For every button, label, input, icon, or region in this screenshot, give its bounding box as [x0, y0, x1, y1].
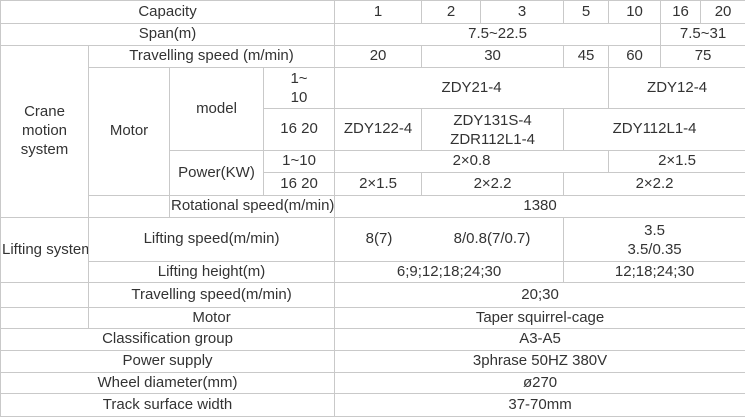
power-value-16-20-col3: 2×2.2: [564, 173, 745, 196]
capacity-value-5: 5: [564, 1, 609, 24]
lifting-speed-value-right-line1: 3.5: [565, 221, 744, 240]
model-range-1-10: 1~ 10: [264, 68, 335, 109]
travelling-speed-bottom-label: Travelling speed(m/min): [89, 283, 335, 308]
wheel-diameter-value: ø270: [335, 373, 745, 394]
table-row: Crane motion system Travelling speed (m/…: [1, 46, 745, 68]
travelling-speed-value-1: 20: [335, 46, 422, 68]
table-row: Classification group A3-A5: [1, 329, 745, 351]
power-range-1-10: 1~10: [264, 151, 335, 173]
model-value-zdy12: ZDY12-4: [609, 68, 745, 109]
motor-label: Motor: [89, 68, 170, 196]
rotational-speed-value: 1380: [335, 196, 745, 218]
travelling-speed-bottom-value: 20;30: [335, 283, 745, 308]
capacity-value-3: 3: [481, 1, 564, 24]
power-supply-label: Power supply: [1, 351, 335, 373]
capacity-value-20: 20: [701, 1, 745, 24]
model-value-zdy122: ZDY122-4: [335, 109, 422, 151]
classification-group-label: Classification group: [1, 329, 335, 351]
track-surface-width-label: Track surface width: [1, 394, 335, 417]
wheel-diameter-label: Wheel diameter(mm): [1, 373, 335, 394]
table-row: Motor model 1~ 10 ZDY21-4 ZDY12-4: [1, 68, 745, 109]
motor-bottom-label: Motor: [89, 308, 335, 329]
model-label: model: [170, 68, 264, 151]
span-value-16-20: 7.5~31: [661, 24, 745, 46]
empty-cell: [89, 196, 170, 218]
lifting-speed-value-b: 8/0.8(7/0.7): [422, 230, 562, 249]
motor-bottom-value: Taper squirrel-cage: [335, 308, 745, 329]
empty-cell: [1, 308, 89, 329]
model-range-1-10-line2: 10: [265, 88, 333, 107]
classification-group-value: A3-A5: [335, 329, 745, 351]
travelling-speed-value-2-3: 30: [422, 46, 564, 68]
lifting-height-label: Lifting height(m): [89, 262, 335, 283]
power-kw-label: Power(KW): [170, 151, 264, 196]
capacity-label: Capacity: [1, 1, 335, 24]
table-row: Lifting height(m) 6;9;12;18;24;30 12;18;…: [1, 262, 745, 283]
table-row: Power supply 3phrase 50HZ 380V: [1, 351, 745, 373]
table-row: Track surface width 37-70mm: [1, 394, 745, 417]
capacity-value-16: 16: [661, 1, 701, 24]
power-value-1-10-small: 2×0.8: [335, 151, 609, 173]
lifting-speed-value-a: 8(7): [336, 230, 422, 249]
rotational-speed-label: Rotational speed(m/min): [170, 196, 335, 218]
power-value-16-20-col2: 2×2.2: [422, 173, 564, 196]
lifting-speed-value-right: 3.5 3.5/0.35: [564, 218, 745, 262]
power-range-16-20: 16 20: [264, 173, 335, 196]
track-surface-width-value: 37-70mm: [335, 394, 745, 417]
power-value-1-10-large: 2×1.5: [609, 151, 745, 173]
travelling-speed-label: Travelling speed (m/min): [89, 46, 335, 68]
model-value-zdy131s: ZDY131S-4 ZDR112L1-4: [422, 109, 564, 151]
power-value-16-20-col1: 2×1.5: [335, 173, 422, 196]
crane-motion-system-label: Crane motion system: [1, 46, 89, 218]
empty-cell: [1, 283, 89, 308]
capacity-value-2: 2: [422, 1, 481, 24]
table-row: Lifting system Lifting speed(m/min) 8(7)…: [1, 218, 745, 262]
table-row: Capacity 1 2 3 5 10 16 20: [1, 1, 745, 24]
table-row: Motor Taper squirrel-cage: [1, 308, 745, 329]
model-value-zdy21: ZDY21-4: [335, 68, 609, 109]
table-row: Rotational speed(m/min) 1380: [1, 196, 745, 218]
span-value-1-10: 7.5~22.5: [335, 24, 661, 46]
table-row: Travelling speed(m/min) 20;30: [1, 283, 745, 308]
travelling-speed-value-5: 45: [564, 46, 609, 68]
model-range-1-10-line1: 1~: [265, 69, 333, 88]
model-value-zdy131s-line2: ZDR112L1-4: [423, 130, 562, 149]
lifting-height-value-right: 12;18;24;30: [564, 262, 745, 283]
travelling-speed-value-16-20: 75: [661, 46, 745, 68]
model-range-16-20: 16 20: [264, 109, 335, 151]
travelling-speed-value-10: 60: [609, 46, 661, 68]
capacity-value-1: 1: [335, 1, 422, 24]
table-row: Span(m) 7.5~22.5 7.5~31: [1, 24, 745, 46]
lifting-speed-value-right-line2: 3.5/0.35: [565, 240, 744, 259]
lifting-system-label: Lifting system: [1, 218, 89, 283]
capacity-value-10: 10: [609, 1, 661, 24]
table-row: Wheel diameter(mm) ø270: [1, 373, 745, 394]
model-value-zdy112l1: ZDY112L1-4: [564, 109, 745, 151]
model-value-zdy131s-line1: ZDY131S-4: [423, 111, 562, 130]
span-label: Span(m): [1, 24, 335, 46]
lifting-height-value-left: 6;9;12;18;24;30: [335, 262, 564, 283]
power-supply-value: 3phrase 50HZ 380V: [335, 351, 745, 373]
lifting-speed-label: Lifting speed(m/min): [89, 218, 335, 262]
lifting-speed-values-left: 8(7) 8/0.8(7/0.7): [335, 218, 564, 262]
